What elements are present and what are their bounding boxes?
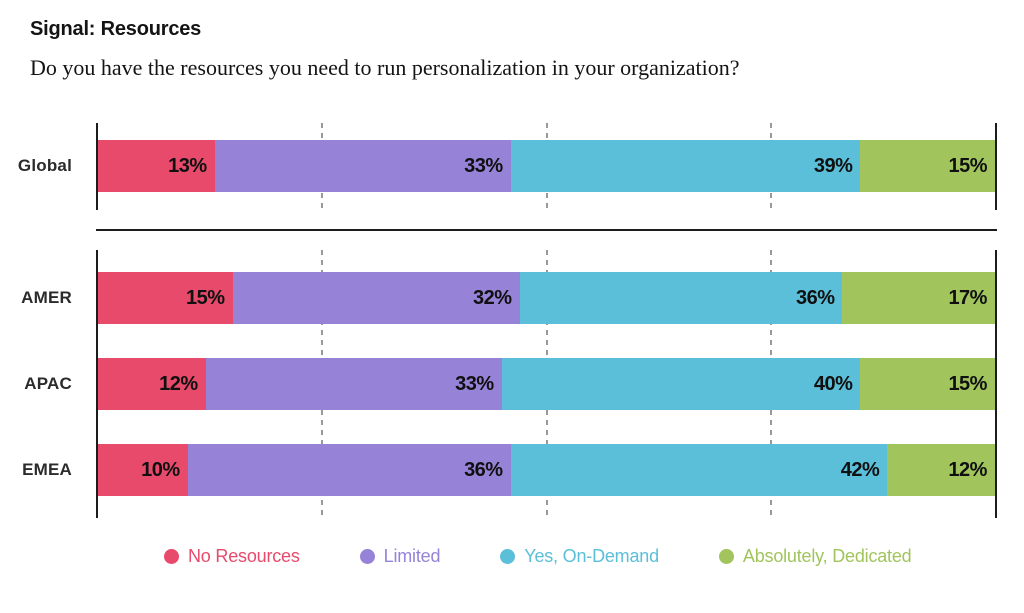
bar-segment: 36% (187, 444, 511, 496)
legend-label: No Resources (188, 546, 300, 566)
chart-question: Do you have the resources you need to ru… (30, 55, 740, 80)
bar-segment: 42% (510, 444, 888, 496)
stacked-bar: 10% 36% 42% 12% (98, 444, 995, 496)
value-label: 10% (141, 458, 180, 481)
value-label: 33% (455, 372, 494, 395)
value-label: 39% (813, 154, 853, 177)
value-label: 15% (948, 154, 987, 177)
legend-item: Yes, On-Demand (500, 546, 659, 567)
bar-segment: 12% (887, 444, 995, 496)
value-label: 13% (168, 154, 207, 177)
global-chart: Global 13% 33% 39% 15% (18, 123, 997, 210)
value-label: 12% (948, 458, 987, 481)
category-label: Global (17, 156, 72, 175)
section-divider (96, 229, 997, 231)
bar-segment: 15% (98, 272, 233, 324)
value-label: 32% (473, 286, 512, 309)
bar-row-emea: EMEA 10% 36% 42% 12% (22, 444, 995, 496)
legend-label: Absolutely, Dedicated (742, 546, 912, 566)
value-label: 40% (813, 372, 853, 395)
bar-segment: 17% (842, 272, 995, 324)
bar-segment: 40% (501, 358, 861, 410)
legend-item: Limited (359, 546, 441, 567)
category-label: APAC (24, 374, 72, 393)
stacked-bar: 13% 33% 39% 15% (98, 140, 995, 192)
legend-item: No Resources (164, 546, 300, 567)
chart-title: Signal: Resources (30, 18, 202, 40)
bar-segment: 36% (519, 272, 843, 324)
bar-segment: 33% (205, 358, 502, 410)
bar-segment: 15% (860, 358, 995, 410)
value-label: 15% (186, 286, 225, 309)
value-label: 12% (159, 372, 198, 395)
value-label: 42% (840, 458, 880, 481)
bar-segment: 10% (98, 444, 188, 496)
bar-segment: 13% (98, 140, 215, 192)
bar-row-amer: AMER 15% 32% 36% 17% (21, 272, 995, 324)
value-label: 33% (464, 154, 503, 177)
legend: No Resources Limited Yes, On-Demand Absolut… (164, 546, 1024, 567)
category-label: EMEA (22, 460, 72, 479)
legend-dot-icon (359, 549, 375, 564)
bar-row-global: Global 13% 33% 39% 15% (18, 140, 995, 192)
bar-row-apac: APAC 12% 33% 40% 15% (24, 358, 995, 410)
legend-dot-icon (718, 549, 734, 564)
value-label: 15% (948, 372, 987, 395)
chart-page: Signal: Resources Do you have the resour… (0, 18, 1024, 613)
bar-segment: 15% (860, 140, 995, 192)
stacked-bar: 12% 33% 40% 15% (98, 358, 995, 410)
bar-segment: 39% (510, 140, 861, 192)
value-label: 17% (948, 286, 987, 309)
regions-chart: AMER 15% 32% 36% 17% APAC 12% 33% 40% 15% EMEA 10% 3… (21, 250, 997, 518)
bar-segment: 32% (232, 272, 520, 324)
category-label: AMER (21, 288, 72, 307)
legend-label: Yes, On-Demand (524, 546, 659, 566)
legend-label: Limited (383, 546, 441, 566)
legend-item: Absolutely, Dedicated (718, 546, 912, 567)
stacked-bar: 15% 32% 36% 17% (98, 272, 995, 324)
legend-dot-icon (164, 549, 179, 564)
value-label: 36% (464, 458, 503, 481)
value-label: 36% (795, 286, 835, 309)
bar-segment: 33% (214, 140, 511, 192)
legend-dot-icon (500, 549, 516, 564)
bar-segment: 12% (98, 358, 206, 410)
